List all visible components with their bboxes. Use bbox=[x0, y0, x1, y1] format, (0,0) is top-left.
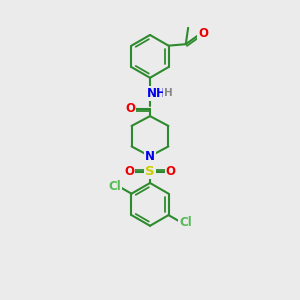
Text: H: H bbox=[164, 88, 173, 98]
Text: Cl: Cl bbox=[108, 180, 121, 193]
Text: N: N bbox=[145, 150, 155, 163]
Text: O: O bbox=[124, 165, 134, 178]
Text: NH: NH bbox=[147, 87, 166, 100]
Text: O: O bbox=[198, 27, 208, 40]
Text: S: S bbox=[145, 165, 155, 178]
Text: O: O bbox=[125, 102, 135, 115]
Text: O: O bbox=[166, 165, 176, 178]
Text: Cl: Cl bbox=[179, 216, 192, 229]
